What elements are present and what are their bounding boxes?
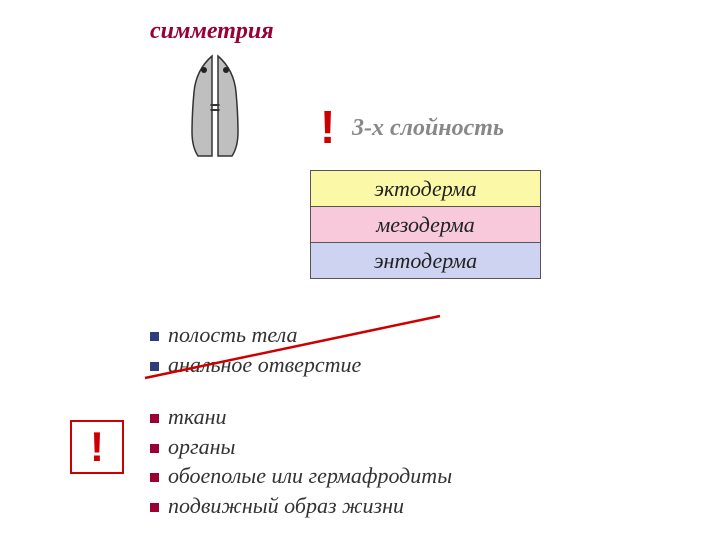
layer-row-ectoderm: эктодерма: [311, 171, 541, 207]
exclamation-box: !: [70, 420, 124, 474]
exclamation-mark-features-icon: !: [90, 426, 104, 468]
bilateral-symmetry-diagram: =: [170, 52, 260, 162]
symmetry-title: симметрия: [150, 18, 274, 45]
list-item: ткани: [150, 402, 452, 432]
worm-eye-left: [201, 67, 207, 73]
equals-sign: =: [210, 98, 221, 118]
worm-eye-right: [223, 67, 229, 73]
layer-row-mesoderm: мезодерма: [311, 207, 541, 243]
three-layers-title: 3-х слойность: [352, 115, 504, 142]
crossout-line: [140, 308, 450, 386]
present-features-list: ткани органы обоеполые или гермафродиты …: [150, 402, 452, 521]
exclamation-mark-layers: !: [320, 100, 335, 154]
layer-row-entoderm: энтодерма: [311, 243, 541, 279]
list-item: подвижный образ жизни: [150, 491, 452, 521]
germ-layers-table: эктодерма мезодерма энтодерма: [310, 170, 541, 279]
list-item: органы: [150, 432, 452, 462]
list-item: обоеполые или гермафродиты: [150, 461, 452, 491]
